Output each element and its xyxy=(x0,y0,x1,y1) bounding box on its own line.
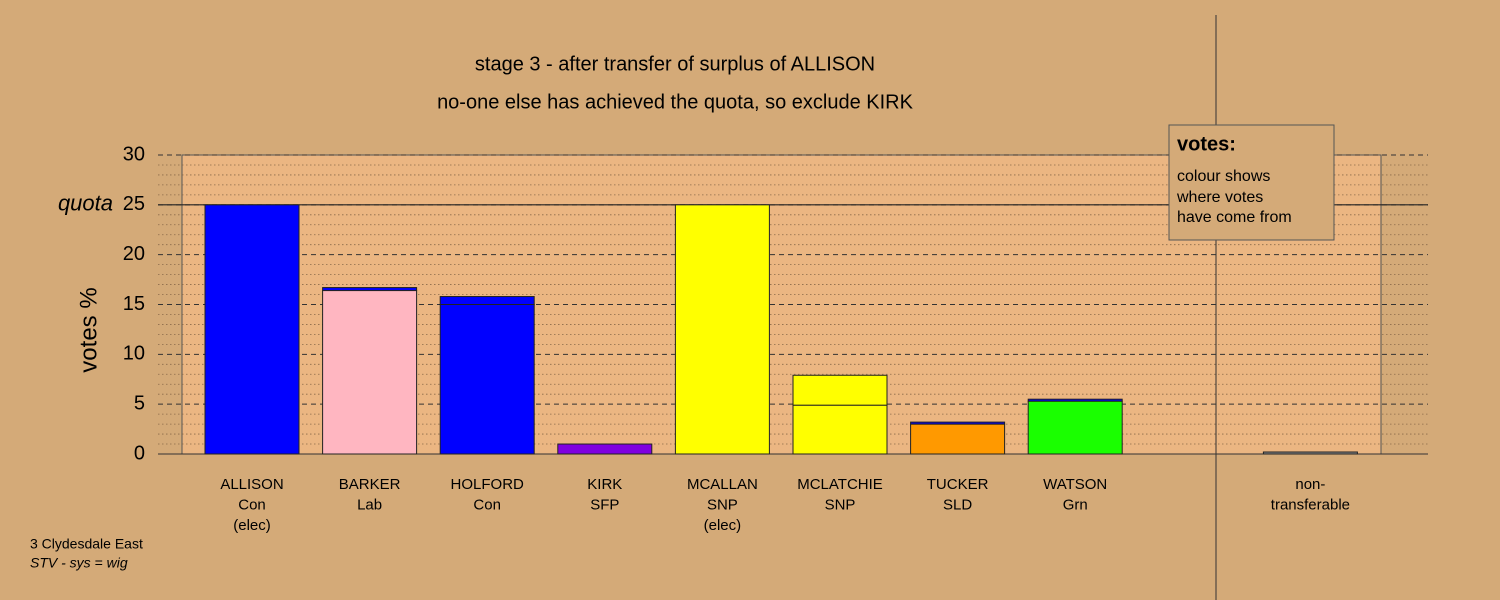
legend-box xyxy=(1168,124,1335,241)
x-tick-label: SNP xyxy=(707,496,738,513)
y-tick-label: 0 xyxy=(134,442,145,464)
quota-label: quota xyxy=(58,191,113,216)
bar-segment xyxy=(910,423,1006,455)
legend-line: where votes xyxy=(1176,189,1263,206)
bar-segment xyxy=(439,296,535,306)
chart-title: stage 3 - after transfer of surplus of A… xyxy=(475,53,875,75)
bar-segment xyxy=(1027,400,1123,455)
y-tick-label: 15 xyxy=(123,293,145,315)
bar-segment xyxy=(322,290,418,455)
x-tick-label: transferable xyxy=(1271,496,1350,513)
bar-segment xyxy=(204,204,300,455)
bar-segment xyxy=(322,287,418,292)
legend-line: colour shows xyxy=(1177,168,1270,185)
legend-line: have come from xyxy=(1177,209,1292,226)
x-tick-label: BARKER xyxy=(339,476,401,493)
x-tick-label: Con xyxy=(473,496,501,513)
legend-title: votes: xyxy=(1177,133,1236,155)
marks: 0 5 10 15 20 25 30 quota ALLISON Con (elec) BARKER L… xyxy=(58,143,1428,534)
bar-segment xyxy=(1027,398,1123,402)
bar-segment xyxy=(910,421,1006,425)
chart-subtitle: no-one else has achieved the quota, so e… xyxy=(437,91,914,113)
x-tick-label: ALLISON xyxy=(220,476,283,493)
x-tick-label: KIRK xyxy=(587,476,622,493)
x-tick-label: Grn xyxy=(1063,496,1088,513)
y-tick-label: 25 xyxy=(123,193,145,215)
y-tick-label: 20 xyxy=(123,243,145,265)
bar-segment xyxy=(792,404,888,455)
x-tick-label: SFP xyxy=(590,496,619,513)
x-tick-label: SNP xyxy=(825,496,856,513)
footer-system: STV - sys = wig xyxy=(30,555,128,571)
x-tick-label: WATSON xyxy=(1043,476,1107,493)
y-tick-label: 30 xyxy=(123,143,145,165)
y-axis-label: votes % xyxy=(75,287,102,372)
y-tick-label: 5 xyxy=(134,392,145,414)
bar-segment xyxy=(439,304,535,455)
x-tick-label: HOLFORD xyxy=(451,476,525,493)
x-tick-label: SLD xyxy=(943,496,972,513)
bar-segment xyxy=(792,374,888,406)
x-tick-label: (elec) xyxy=(233,517,271,534)
x-tick-label: MCALLAN xyxy=(687,476,758,493)
x-tick-label: (elec) xyxy=(704,517,742,534)
x-tick-label: non- xyxy=(1295,476,1325,493)
x-tick-label: Con xyxy=(238,496,266,513)
bar-segment xyxy=(674,204,770,455)
x-tick-label: Lab xyxy=(357,496,382,513)
footer-constituency: 3 Clydesdale East xyxy=(30,536,143,552)
bar-segment xyxy=(1262,451,1358,455)
y-tick-label: 10 xyxy=(123,343,145,365)
x-tick-label: MCLATCHIE xyxy=(797,476,883,493)
x-tick-label: TUCKER xyxy=(927,476,989,493)
bar-segment xyxy=(557,443,653,455)
